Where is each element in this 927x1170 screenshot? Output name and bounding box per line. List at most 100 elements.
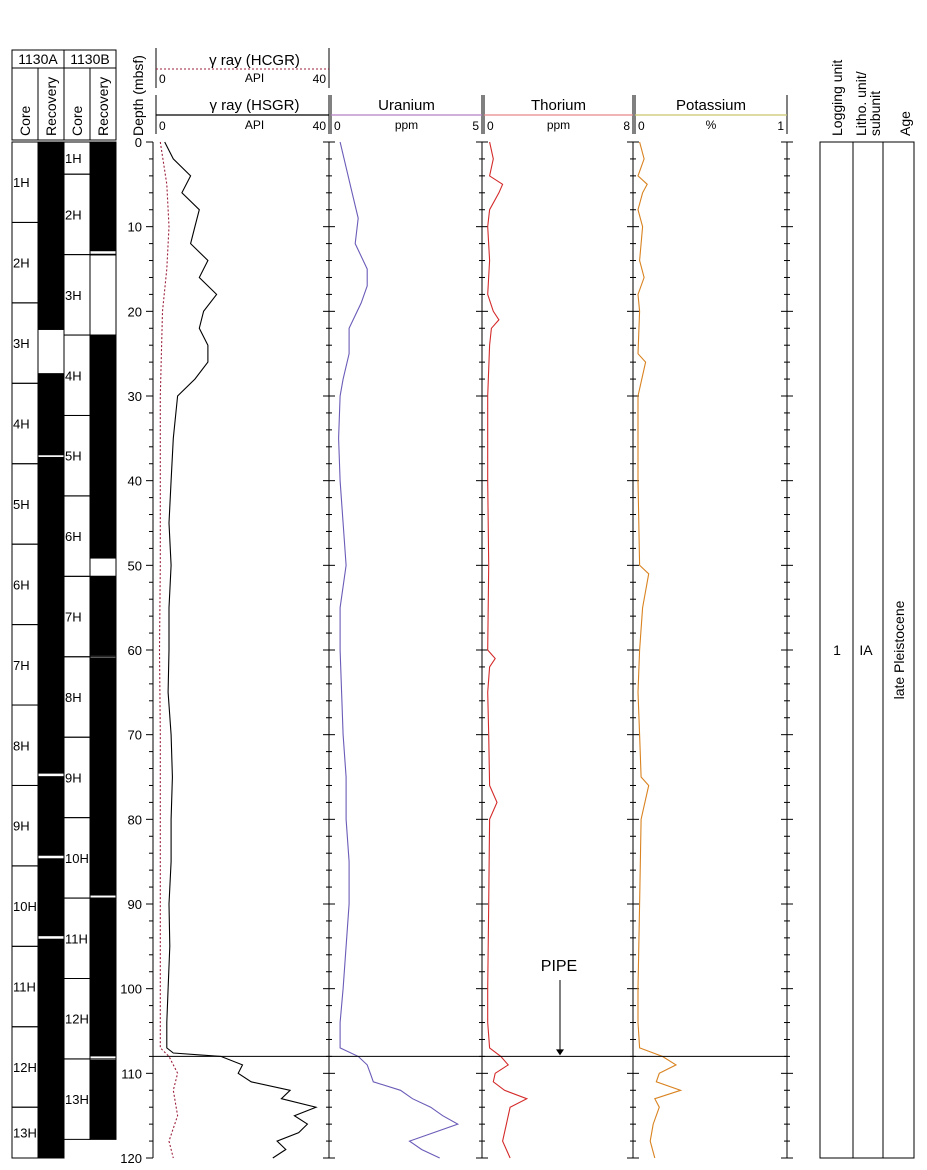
- hole-a-recovered-interval: [38, 222, 64, 303]
- hole-b-recovered-interval: [90, 898, 116, 979]
- hole-a-core-label: 2H: [13, 256, 30, 271]
- pipe-label: PIPE: [541, 958, 577, 975]
- age-value: late Pleistocene: [891, 600, 907, 699]
- gamma-header-title: γ ray (HSGR): [210, 97, 300, 114]
- hole-b-recovery-box: [89, 254, 117, 336]
- hcgr-max: 40: [313, 72, 327, 86]
- litho-unit-header-line2: subunit: [867, 91, 883, 136]
- hole-a-core-label: 4H: [13, 417, 30, 432]
- hole-a-recovered-interval: [38, 1107, 64, 1158]
- hole-b-recovered-interval: [90, 142, 116, 175]
- logging-unit-value: 1: [833, 642, 841, 658]
- uranium-header-title: Uranium: [378, 97, 435, 114]
- hole-b-core-label: 7H: [65, 610, 82, 625]
- hole-a-recovered-interval: [38, 142, 64, 223]
- hole-a-recovered-interval: [38, 865, 64, 937]
- hole-a-core-label: 10H: [13, 899, 37, 914]
- hole-a-core-label: 6H: [13, 577, 30, 592]
- hole-a-core-label: 1H: [13, 175, 30, 190]
- hole-b-core-label: 13H: [65, 1092, 89, 1107]
- hole-a-recovered-interval: [38, 705, 64, 774]
- hole-a-recovered-interval: [38, 938, 64, 947]
- thorium-header-max: 8: [623, 119, 630, 133]
- depth-tick-label: 50: [128, 558, 142, 573]
- hole-a-recovered-interval: [38, 463, 64, 545]
- potassium-header-min: 0: [638, 119, 645, 133]
- uranium-header-min: 0: [334, 119, 341, 133]
- potassium-header-max: 1: [777, 119, 784, 133]
- hole-a-recovered-interval: [38, 544, 64, 625]
- thorium-header-title: Thorium: [531, 97, 586, 114]
- depth-tick-label: 110: [121, 1066, 142, 1081]
- hole-b-recovered-interval: [90, 254, 116, 256]
- hole-a-recovered-interval: [38, 858, 64, 866]
- thorium-header-min: 0: [487, 119, 494, 133]
- depth-tick-label: 80: [128, 812, 142, 827]
- gamma-hcgr-curve: [158, 141, 179, 1159]
- hole-b-core-label: 1H: [65, 151, 82, 166]
- hole-a-recovered-interval: [38, 456, 64, 464]
- hole-a-recovered-interval: [38, 785, 64, 856]
- hole-b-core-label: 3H: [65, 288, 82, 303]
- hole-b-recovery-header: Recovery: [95, 77, 111, 136]
- hole-a-recovered-interval: [38, 624, 64, 706]
- hole-a-recovered-interval: [38, 383, 64, 456]
- hole-b-recovered-interval: [90, 1059, 116, 1140]
- hole-b-recovered-interval: [90, 978, 116, 1057]
- litho-unit-header-line1: Litho. unit/: [853, 71, 869, 136]
- hole-b-recovered-interval: [90, 817, 116, 896]
- logging-unit-header: Logging unit: [829, 60, 845, 136]
- hcgr-unit: API: [245, 71, 264, 85]
- hole-b-recovered-interval: [90, 576, 116, 656]
- uranium-header-max: 5: [472, 119, 479, 133]
- uranium-uranium-curve: [338, 141, 460, 1159]
- hole-b-core-label: 2H: [65, 207, 82, 222]
- hole-a-recovery-header: Recovery: [43, 77, 59, 136]
- core-recovery-columns: 1130A 1130B Core Recovery Core Recovery …: [11, 49, 117, 1159]
- gamma-header-unit: API: [245, 118, 264, 132]
- depth-tick-label: 10: [128, 220, 142, 235]
- hole-a-core-header: Core: [17, 105, 33, 136]
- pipe-marker: PIPE: [153, 958, 787, 1057]
- hole-a-recovered-interval: [38, 302, 64, 330]
- hole-b-recovered-interval: [90, 174, 116, 252]
- hole-a-core-label: 13H: [13, 1126, 37, 1141]
- hole-a-core-label: 8H: [13, 738, 30, 753]
- hole-a-core-label: 7H: [13, 658, 30, 673]
- depth-tick-label: 40: [128, 474, 142, 489]
- hcgr-title: γ ray (HCGR): [209, 52, 300, 69]
- hole-a-recovered-interval: [38, 373, 64, 384]
- hole-a-label: 1130A: [18, 51, 58, 67]
- hole-a-core-label: 11H: [13, 980, 36, 995]
- depth-tick-label: 100: [120, 982, 142, 997]
- thorium-header-unit: ppm: [547, 118, 570, 132]
- log-tracks: [158, 141, 793, 1159]
- depth-axis-label: Depth (mbsf): [130, 55, 146, 136]
- hcgr-min: 0: [159, 72, 166, 86]
- hole-b-core-label: 4H: [65, 368, 82, 383]
- depth-tick-label: 120: [120, 1151, 142, 1166]
- hole-b-recovered-interval: [90, 657, 116, 738]
- track-headers: γ ray (HCGR) 0 API 40 γ ray (HSGR) 0 API 40 Uran…: [155, 48, 788, 134]
- depth-tick-label: 90: [128, 897, 142, 912]
- hole-b-core-label: 11H: [65, 931, 88, 946]
- uranium-header-unit: ppm: [395, 118, 418, 132]
- unit-columns: Logging unit Litho. unit/ subunit Age 1 …: [819, 60, 915, 1159]
- hole-b-recovered-interval: [90, 495, 116, 559]
- hole-b-core-label: 6H: [65, 529, 82, 544]
- hole-b-core-label: 12H: [65, 1012, 89, 1027]
- depth-tick-label: 60: [128, 643, 142, 658]
- potassium-header-title: Potassium: [676, 97, 746, 114]
- hole-a-core-label: 3H: [13, 336, 30, 351]
- depth-axis: Depth (mbsf) 0 10 20 30 40 50 60 70 80 90 100 110 12…: [120, 55, 154, 1166]
- hole-a-core-label: 12H: [13, 1060, 37, 1075]
- pipe-arrow-head: [556, 1049, 564, 1056]
- hole-b-label: 1130B: [70, 51, 109, 67]
- hole-a-recovered-interval: [38, 1026, 64, 1108]
- gamma-hsgr-curve: [164, 141, 318, 1159]
- potassium-header-unit: %: [706, 118, 717, 132]
- potassium-potassium-curve: [637, 141, 683, 1159]
- hole-a-recovered-interval: [38, 776, 64, 786]
- hole-a-recovered-interval: [38, 946, 64, 1027]
- depth-tick-label: 0: [135, 135, 142, 150]
